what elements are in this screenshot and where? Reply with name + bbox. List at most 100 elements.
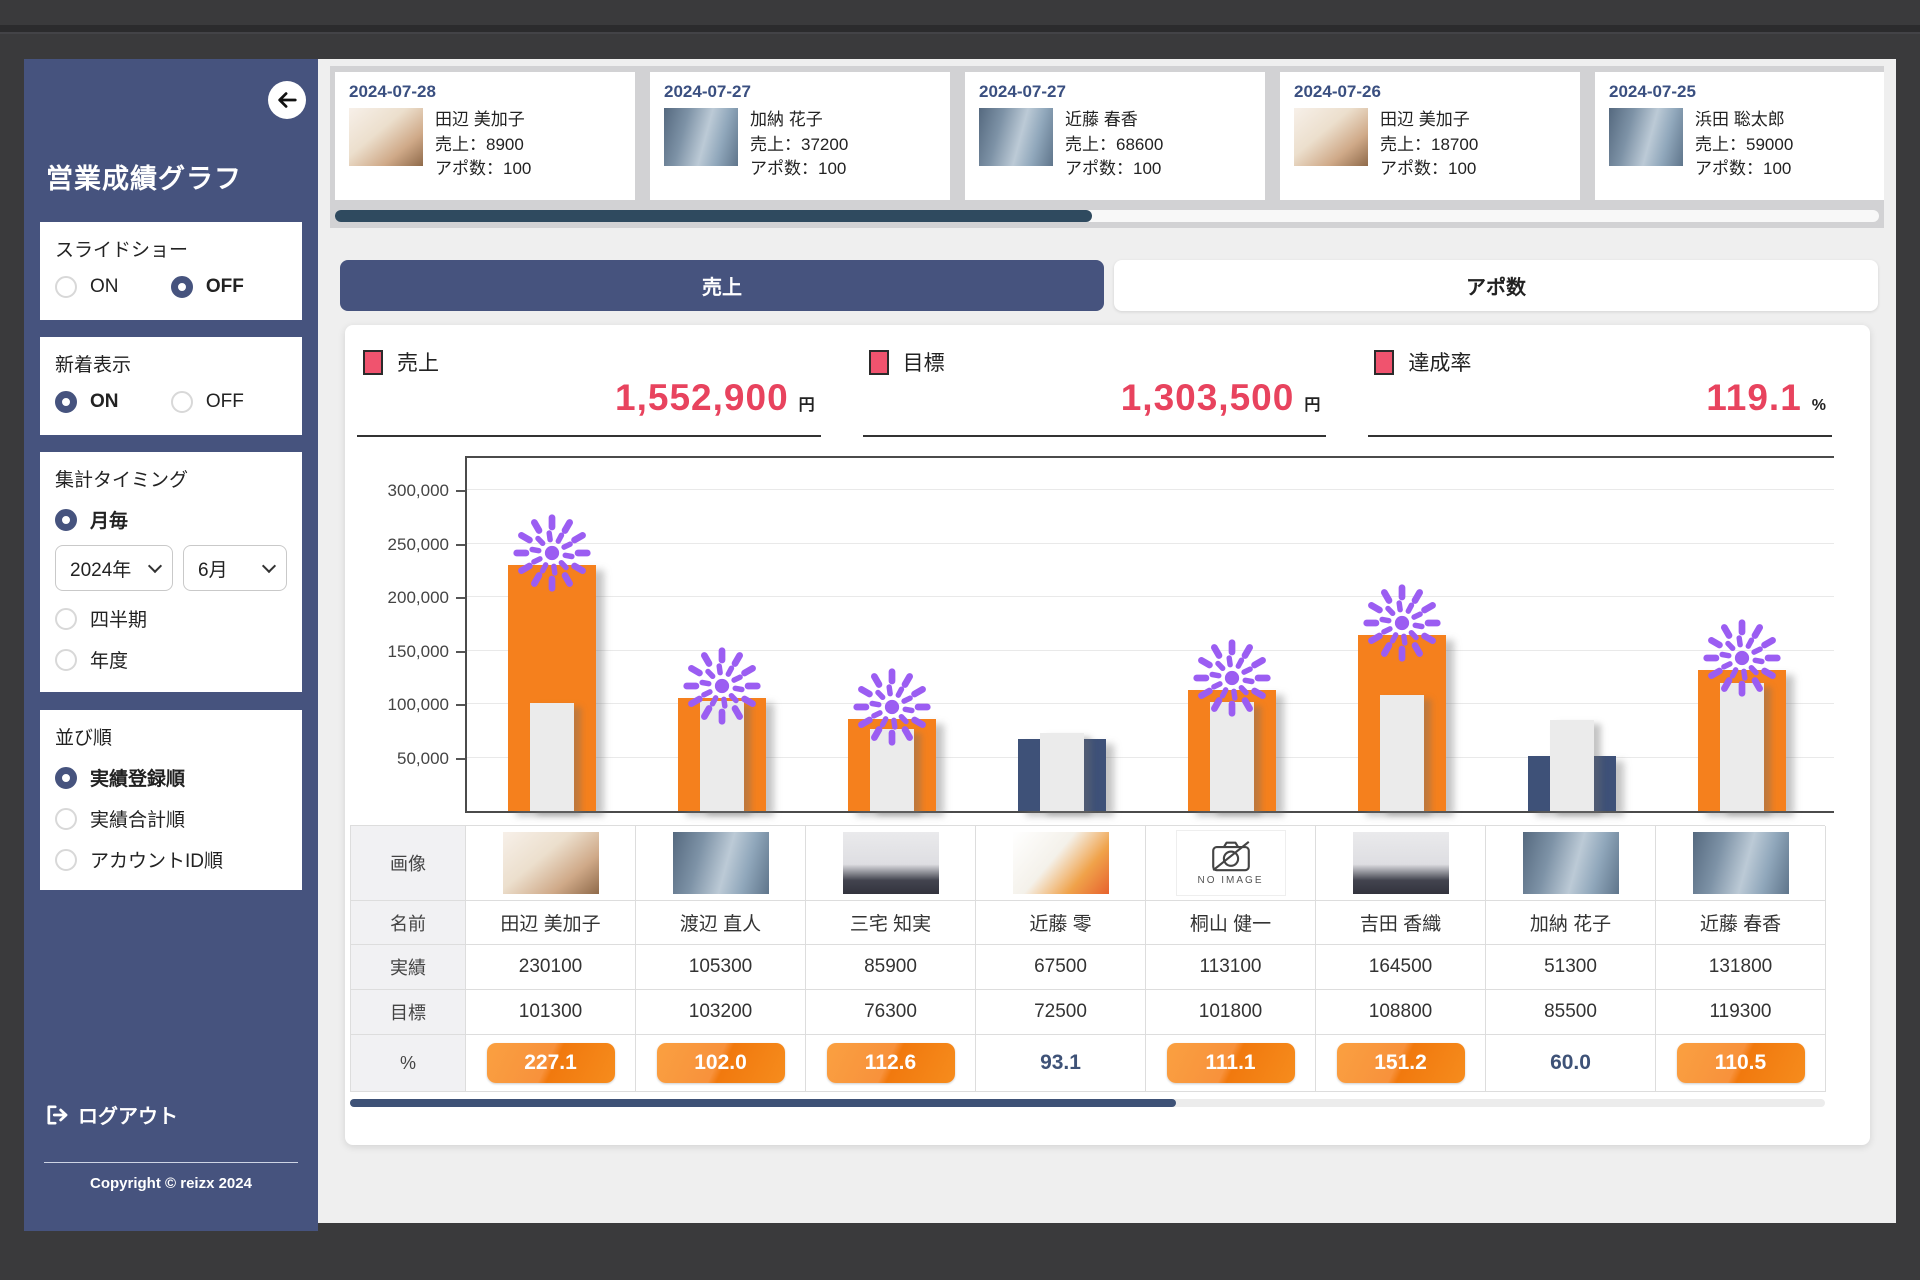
browser-chrome-strip bbox=[0, 25, 1920, 32]
stat-label: 目標 bbox=[902, 352, 945, 375]
sort-by-total-radio[interactable]: 実績合計順 bbox=[55, 805, 287, 832]
radio-selected-icon bbox=[55, 766, 77, 789]
sort-by-account-id-radio[interactable]: アカウントID順 bbox=[55, 846, 287, 873]
row-label-target: 目標 bbox=[351, 990, 466, 1035]
y-tick-label: 50,000 bbox=[397, 748, 449, 768]
stat-unit: % bbox=[1811, 397, 1827, 414]
table-scrollbar-thumb[interactable] bbox=[350, 1099, 1176, 1107]
card-text: 加納 花子 売上：37200 アポ数：100 bbox=[750, 108, 848, 182]
stat-value-row: 1,552,900 円 bbox=[363, 377, 815, 419]
tab-sales[interactable]: 売上 bbox=[340, 260, 1104, 311]
radio-icon bbox=[55, 648, 77, 671]
timing-monthly-radio[interactable]: 月毎 bbox=[55, 506, 287, 533]
bar-group-2 bbox=[807, 458, 977, 811]
stat-1: 目標 1,303,500 円 bbox=[862, 345, 1327, 437]
card-body: 加納 花子 売上：37200 アポ数：100 bbox=[664, 108, 936, 182]
card-body: 田辺 美加子 売上：18700 アポ数：100 bbox=[1294, 108, 1566, 182]
image-cell bbox=[976, 826, 1146, 901]
sidebar-divider bbox=[44, 1162, 298, 1163]
new-display-setting-card: 新着表示 ON OFF bbox=[40, 337, 302, 435]
percent-cell: 110.5 bbox=[1656, 1035, 1826, 1092]
table-scrollbar-track[interactable] bbox=[350, 1099, 1825, 1107]
slideshow-setting-card: スライドショー ON OFF bbox=[40, 222, 302, 320]
image-cell bbox=[1486, 826, 1656, 901]
actual-cell: 51300 bbox=[1486, 945, 1656, 990]
percent-cell: 102.0 bbox=[636, 1035, 806, 1092]
y-tick-label: 300,000 bbox=[387, 481, 449, 501]
carousel-card[interactable]: 2024-07-27 加納 花子 売上：37200 アポ数：100 bbox=[650, 72, 950, 200]
y-tick-mark bbox=[456, 543, 465, 546]
percent-badge: 151.2 bbox=[1336, 1043, 1465, 1083]
target-bar bbox=[1550, 719, 1594, 811]
bar-group-0 bbox=[467, 458, 637, 811]
bar-group-7 bbox=[1657, 458, 1827, 811]
card-appointments: アポ数：100 bbox=[1380, 159, 1477, 179]
metric-tabs: 売上 アポ数 bbox=[340, 260, 1878, 311]
person-photo bbox=[842, 832, 939, 894]
legend-square-icon bbox=[1374, 349, 1395, 375]
year-select[interactable]: 2024年 bbox=[55, 545, 173, 591]
new-display-label: 新着表示 bbox=[55, 355, 132, 376]
bar-group-1 bbox=[637, 458, 807, 811]
logout-button[interactable]: ログアウト bbox=[46, 1100, 178, 1129]
timing-yearly-radio[interactable]: 年度 bbox=[55, 646, 287, 673]
results-table: 画像 NO IMAGE 名前 田辺 美加子 渡辺 直人 三宅 知実 近藤 零桐山 健一 吉田 … bbox=[350, 825, 1826, 1092]
image-cell bbox=[466, 826, 636, 901]
card-body: 田辺 美加子 売上：8900 アポ数：100 bbox=[349, 108, 621, 182]
row-label-name: 名前 bbox=[351, 901, 466, 945]
carousel-card[interactable]: 2024-07-26 田辺 美加子 売上：18700 アポ数：100 bbox=[1280, 72, 1580, 200]
percent-cell: 227.1 bbox=[466, 1035, 636, 1092]
slideshow-on-radio[interactable]: ON bbox=[55, 276, 166, 298]
row-label-actual: 実績 bbox=[351, 945, 466, 990]
gridline bbox=[467, 542, 1834, 544]
timing-setting-card: 集計タイミング 月毎 2024年 6月 四半期 年度 bbox=[40, 452, 302, 692]
percent-cell: 60.0 bbox=[1486, 1035, 1656, 1092]
y-tick-mark bbox=[456, 757, 465, 760]
card-sales: 売上：68600 bbox=[1065, 134, 1164, 154]
bar-group-3 bbox=[977, 458, 1147, 811]
carousel-card[interactable]: 2024-07-25 浜田 聡太郎 売上：59000 アポ数：100 bbox=[1595, 72, 1884, 200]
carousel-cards: 2024-07-28 田辺 美加子 売上：8900 アポ数：100 2024-07-27… bbox=[335, 72, 1884, 200]
chevron-down-icon bbox=[261, 558, 277, 574]
percent-badge: 112.6 bbox=[826, 1043, 955, 1083]
person-photo bbox=[664, 108, 738, 166]
carousel-card[interactable]: 2024-07-28 田辺 美加子 売上：8900 アポ数：100 bbox=[335, 72, 635, 200]
target-cell: 103200 bbox=[636, 990, 806, 1035]
card-sales: 売上：59000 bbox=[1695, 134, 1794, 154]
firework-icon bbox=[1703, 619, 1781, 697]
target-bar bbox=[1380, 694, 1424, 811]
carousel-scrollbar-track[interactable] bbox=[335, 210, 1879, 222]
card-person-name: 近藤 春香 bbox=[1065, 110, 1138, 129]
card-body: 浜田 聡太郎 売上：59000 アポ数：100 bbox=[1609, 108, 1881, 182]
chart-y-axis: 50,000 100,000 150,000 200,000 250,000 300,00… bbox=[350, 456, 465, 813]
gridline bbox=[467, 489, 1834, 491]
card-date: 2024-07-27 bbox=[664, 82, 751, 101]
camera-slash-icon bbox=[1211, 840, 1250, 872]
recent-entries-carousel: 2024-07-28 田辺 美加子 売上：8900 アポ数：100 2024-07-27… bbox=[330, 66, 1884, 228]
carousel-scrollbar-thumb[interactable] bbox=[335, 210, 1092, 222]
month-select[interactable]: 6月 bbox=[183, 545, 287, 591]
carousel-card[interactable]: 2024-07-27 近藤 春香 売上：68600 アポ数：100 bbox=[965, 72, 1265, 200]
card-appointments: アポ数：100 bbox=[435, 159, 532, 179]
person-photo bbox=[1352, 832, 1449, 894]
person-photo bbox=[1609, 108, 1683, 166]
gridline bbox=[467, 756, 1834, 758]
sort-by-entry-radio[interactable]: 実績登録順 bbox=[55, 764, 287, 791]
target-bar bbox=[1040, 733, 1084, 811]
y-tick-label: 250,000 bbox=[387, 534, 449, 554]
tab-appointments[interactable]: アポ数 bbox=[1114, 260, 1878, 311]
percent-cell: 93.1 bbox=[976, 1035, 1146, 1092]
name-cell: 加納 花子 bbox=[1486, 901, 1656, 945]
sort-label: 並び順 bbox=[55, 728, 113, 749]
actual-cell: 164500 bbox=[1316, 945, 1486, 990]
actual-cell: 85900 bbox=[806, 945, 976, 990]
slideshow-off-radio[interactable]: OFF bbox=[170, 276, 282, 298]
new-display-off-radio[interactable]: OFF bbox=[170, 391, 282, 413]
y-tick-label: 200,000 bbox=[387, 588, 449, 608]
gridline bbox=[467, 596, 1834, 598]
timing-quarter-radio[interactable]: 四半期 bbox=[55, 605, 287, 632]
stat-0: 売上 1,552,900 円 bbox=[357, 345, 821, 437]
back-button[interactable] bbox=[268, 81, 306, 119]
card-date: 2024-07-25 bbox=[1609, 82, 1696, 101]
new-display-on-radio[interactable]: ON bbox=[55, 391, 166, 413]
